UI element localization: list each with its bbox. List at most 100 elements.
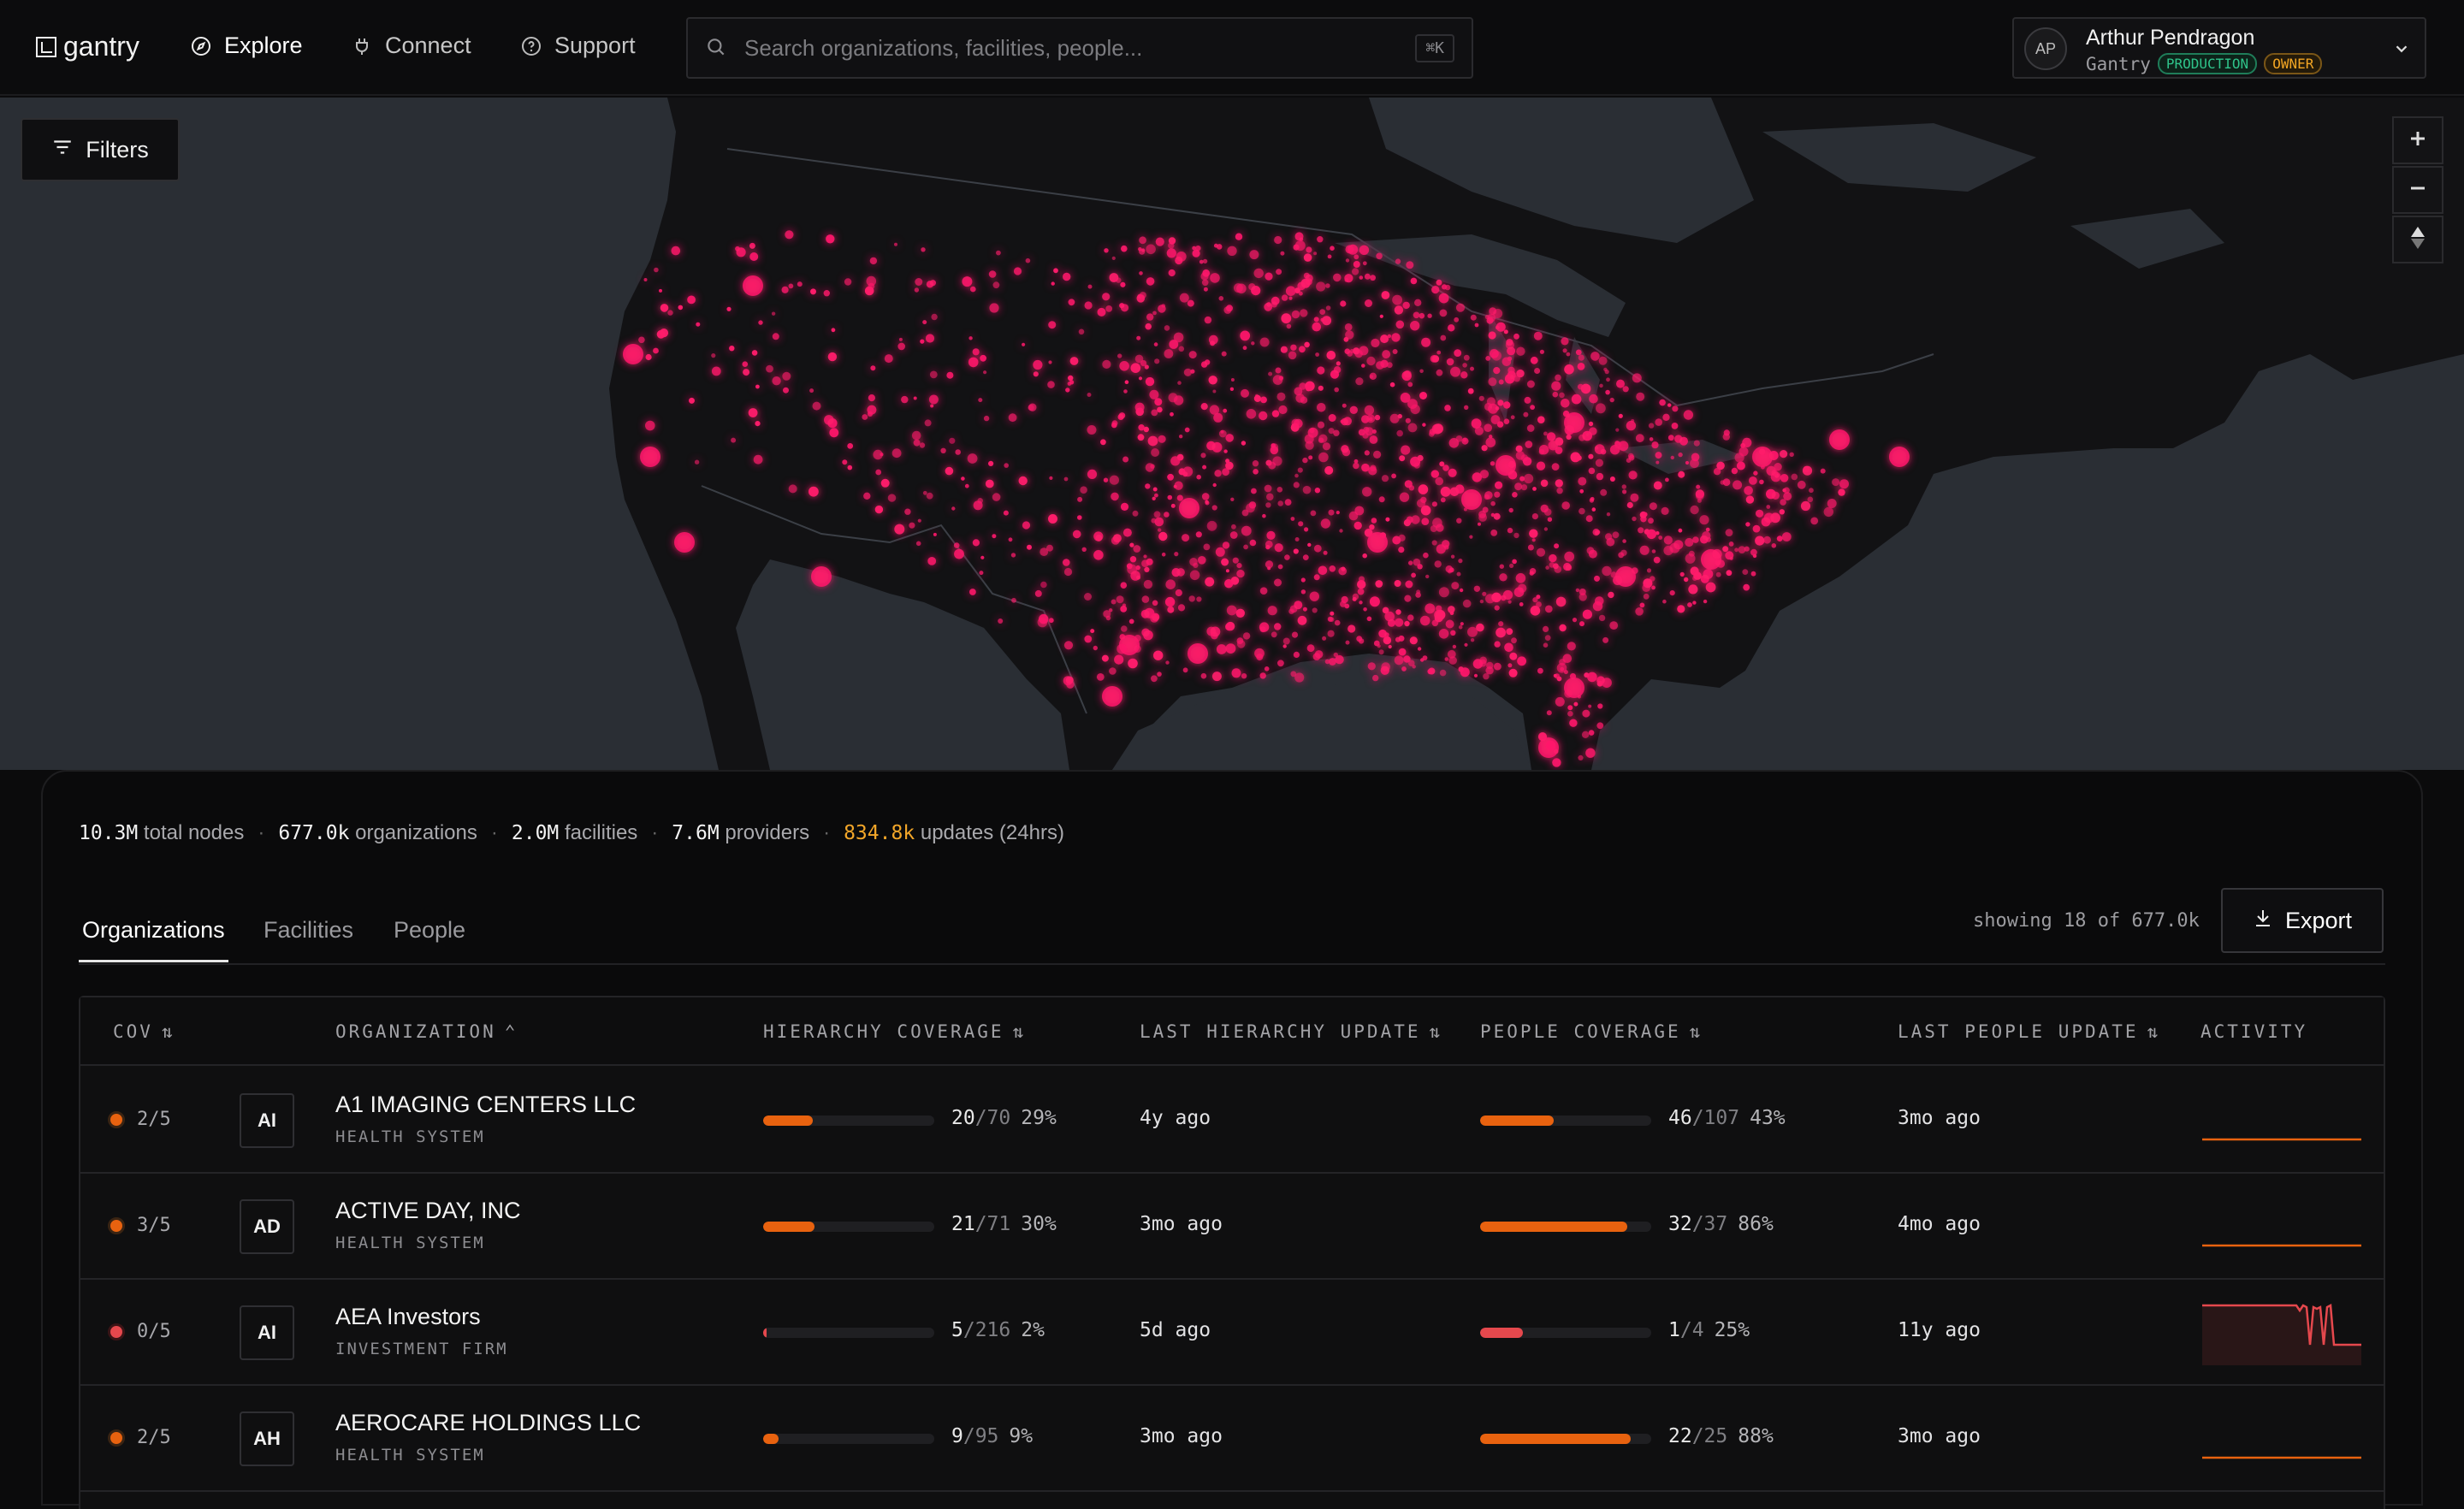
table-row[interactable]: 2/5 AI A1 IMAGING CENTERS LLC HEALTH SYSTEM… (80, 1068, 2384, 1174)
heat-point (1444, 657, 1449, 661)
heat-point (1293, 482, 1300, 488)
heat-point (785, 230, 794, 240)
heat-point (1780, 499, 1786, 506)
heat-point (1259, 587, 1268, 595)
search-input[interactable]: Search organizations, facilities, people… (744, 34, 1143, 61)
org-name[interactable]: AEA Investors (335, 1304, 481, 1329)
col-hierarchy-coverage[interactable]: HIERARCHY COVERAGE ⇅ (763, 1021, 1026, 1042)
heat-point (1667, 435, 1674, 441)
heat-point (1152, 311, 1157, 316)
plug-icon (351, 35, 373, 57)
tab-organizations[interactable]: Organizations (79, 917, 228, 962)
heat-cluster (1538, 737, 1559, 758)
heat-point (1513, 333, 1519, 340)
heat-point (1121, 245, 1128, 252)
table-row[interactable]: 3/5 AD ACTIVE DAY, INC HEALTH SYSTEM 21/71 30… (80, 1174, 2384, 1280)
heat-point (1294, 232, 1304, 241)
sort-icon: ⇅ (1689, 1021, 1703, 1042)
heat-point (1648, 518, 1654, 524)
tab-facilities[interactable]: Facilities (264, 917, 354, 943)
search-bar[interactable]: Search organizations, facilities, people… (686, 17, 1473, 79)
filters-button[interactable]: Filters (21, 118, 180, 181)
last-people-update: 4mo ago (1898, 1213, 1981, 1235)
org-name[interactable]: AEROCARE HOLDINGS LLC (335, 1410, 642, 1435)
heat-point (1377, 644, 1381, 648)
export-button[interactable]: Export (2221, 888, 2384, 953)
heat-point (1326, 351, 1336, 360)
heat-point (1357, 580, 1366, 589)
heat-point (1369, 372, 1377, 380)
heat-point (1591, 507, 1596, 512)
heat-point (1401, 370, 1412, 381)
heat-point (1199, 259, 1204, 264)
map-svg (609, 98, 2464, 770)
heat-point (1218, 296, 1224, 301)
heat-point (1595, 459, 1603, 467)
sort-icon: ⇅ (2147, 1021, 2161, 1042)
org-name[interactable]: A1 IMAGING CENTERS LLC (335, 1092, 637, 1117)
coverage-percent: 2% (1021, 1319, 1045, 1341)
heat-point (1182, 471, 1188, 477)
heat-point (1582, 609, 1592, 619)
heat-point (1470, 314, 1477, 321)
nav-explore[interactable]: Explore (190, 33, 303, 59)
heat-point (1205, 500, 1209, 504)
last-hierarchy-update: 3mo ago (1140, 1425, 1223, 1447)
heat-point (1753, 470, 1758, 476)
heat-point (1622, 386, 1629, 393)
heat-point (1499, 573, 1507, 582)
heat-point (1467, 626, 1478, 637)
heat-point (1374, 414, 1381, 421)
heat-point (1122, 528, 1132, 537)
heat-point (1392, 349, 1398, 354)
heat-point (1281, 294, 1288, 301)
heat-point (1588, 730, 1595, 736)
map-canvas[interactable] (0, 98, 2464, 770)
heat-point (998, 618, 1004, 624)
heat-point (1096, 673, 1105, 681)
heat-point (788, 484, 797, 494)
heat-point (1838, 488, 1845, 496)
nav-connect[interactable]: Connect (351, 33, 471, 59)
stat-value: 2.0M (511, 822, 560, 844)
heat-cluster (1461, 489, 1482, 510)
coverage-count: 9 (951, 1425, 963, 1447)
heat-point (1455, 303, 1466, 312)
col-last-hierarchy-update[interactable]: LAST HIERARCHY UPDATE ⇅ (1140, 1021, 1442, 1042)
org-name[interactable]: ACTIVE DAY, INC (335, 1198, 521, 1223)
heat-point (1128, 618, 1134, 624)
heat-point (1268, 371, 1273, 376)
zoom-out-button[interactable] (2392, 166, 2443, 214)
heat-point (1783, 492, 1792, 501)
heat-point (1209, 405, 1220, 415)
heat-point (1325, 283, 1330, 288)
nav-support[interactable]: Support (520, 33, 636, 59)
heat-point (1266, 493, 1274, 501)
heat-point (1774, 463, 1782, 471)
account-switcher[interactable]: AP Arthur Pendragon Gantry PRODUCTION OW… (2012, 17, 2426, 79)
heat-point (1606, 377, 1610, 382)
heat-point (1341, 445, 1349, 453)
heat-point (1144, 364, 1149, 370)
chevron-down-icon (2392, 39, 2411, 62)
compass-reset-button[interactable] (2392, 216, 2443, 263)
heat-point (992, 534, 997, 539)
table-row[interactable]: 2/5 AH AEROCARE HOLDINGS LLC HEALTH SYSTEM 9… (80, 1386, 2384, 1492)
heat-point (1454, 317, 1460, 323)
org-type: HEALTH SYSTEM (335, 1234, 485, 1252)
heat-point (1276, 269, 1282, 275)
brand-logo[interactable]: gantry (36, 31, 139, 62)
heat-point (1276, 392, 1286, 401)
heat-point (1154, 358, 1160, 364)
col-last-people-update[interactable]: LAST PEOPLE UPDATE ⇅ (1898, 1021, 2160, 1042)
zoom-in-button[interactable] (2392, 116, 2443, 164)
col-people-coverage[interactable]: PEOPLE COVERAGE ⇅ (1480, 1021, 1703, 1042)
heat-point (1555, 696, 1565, 707)
col-organization[interactable]: ORGANIZATION ⌃ (335, 1021, 518, 1042)
heat-point (1355, 377, 1364, 386)
heat-point (1065, 388, 1070, 393)
tab-people[interactable]: People (394, 917, 466, 943)
table-row[interactable]: 0/5 AI AEA Investors INVESTMENT FIRM 5/216 2%… (80, 1280, 2384, 1386)
heat-point (1663, 546, 1673, 556)
col-cov[interactable]: COV ⇅ (113, 1021, 175, 1042)
